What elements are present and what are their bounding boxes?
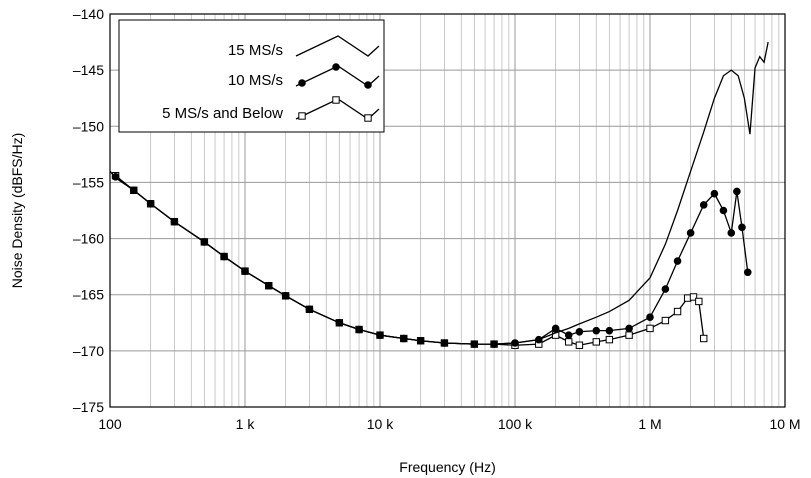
y-tick-label: –155: [73, 174, 104, 190]
y-tick-label: –165: [73, 287, 104, 303]
legend-sample-marker: [298, 79, 306, 87]
legend-sample-1: [295, 63, 380, 89]
legend-sample-2: [295, 96, 380, 122]
series-line: [115, 175, 705, 346]
tick-labels: 100 1 k 10 k 100 k 1 M 10 M –140 –145 –150 –155 –1…: [73, 6, 801, 432]
data-point: [646, 313, 654, 321]
y-tick-label: –160: [73, 231, 104, 247]
data-point: [551, 324, 560, 333]
data-point: [686, 229, 695, 237]
series-1: [111, 173, 752, 348]
x-tick-label: 10 k: [367, 416, 394, 432]
data-point: [605, 335, 614, 344]
data-point: [727, 229, 736, 237]
data-point: [625, 324, 633, 333]
x-tick-label: 10 M: [769, 416, 800, 432]
data-point: [646, 324, 654, 333]
legend-sample-marker: [332, 63, 340, 71]
legend-sample-line: [295, 98, 380, 120]
legend-sample-line: [295, 35, 380, 57]
series-lines: [109, 41, 769, 349]
legend-sample-marker: [332, 96, 340, 104]
legend-box: [118, 19, 385, 133]
data-point: [699, 201, 708, 209]
data-point: [605, 326, 614, 335]
y-axis-label: Noise Density (dBFS/Hz): [9, 133, 25, 289]
y-tick-label: –170: [73, 343, 104, 359]
x-tick-label: 1 k: [236, 416, 256, 432]
data-point: [689, 293, 698, 301]
legend-label-5mss-and-below: 5 MS/s and Below: [162, 105, 283, 122]
data-point: [673, 307, 682, 316]
data-point: [575, 341, 584, 349]
legend-sample-marker: [298, 112, 306, 120]
data-point: [592, 326, 601, 335]
y-tick-label: –145: [73, 62, 104, 78]
y-tick-label: –175: [73, 399, 104, 415]
data-point: [738, 223, 746, 232]
legend-sample-marker: [364, 114, 372, 122]
x-tick-label: 100: [98, 416, 122, 432]
y-tick-label: –150: [73, 118, 104, 134]
plot-area-frame: [109, 13, 786, 408]
data-point: [575, 327, 584, 336]
series-line: [109, 41, 769, 345]
data-point: [719, 206, 728, 215]
x-tick-label: 1 M: [638, 416, 661, 432]
data-point: [564, 331, 573, 339]
data-point: [733, 187, 741, 196]
data-point: [661, 316, 670, 325]
data-point: [625, 331, 633, 339]
legend-label-10mss: 10 MS/s: [228, 72, 283, 89]
data-point: [661, 285, 670, 293]
data-point: [565, 338, 573, 346]
data-point: [700, 334, 708, 343]
data-point: [592, 338, 600, 346]
x-tick-label: 100 k: [498, 416, 533, 432]
y-tick-label: –140: [73, 6, 104, 22]
data-point: [673, 257, 682, 265]
x-axis-label: Frequency (Hz): [399, 459, 495, 475]
legend-sample-line: [295, 65, 380, 87]
legend-sample-0: [295, 35, 380, 57]
data-point: [695, 297, 703, 306]
data-point: [710, 189, 719, 198]
legend: 15 MS/s 10 MS/s 5 MS/s and Below: [118, 19, 385, 133]
series-2: [111, 171, 708, 349]
legend-samples: [295, 35, 380, 122]
legend-sample-marker: [364, 81, 372, 89]
legend-label-15mss: 15 MS/s: [228, 42, 283, 59]
data-point: [743, 268, 752, 277]
series-0: [109, 41, 769, 345]
